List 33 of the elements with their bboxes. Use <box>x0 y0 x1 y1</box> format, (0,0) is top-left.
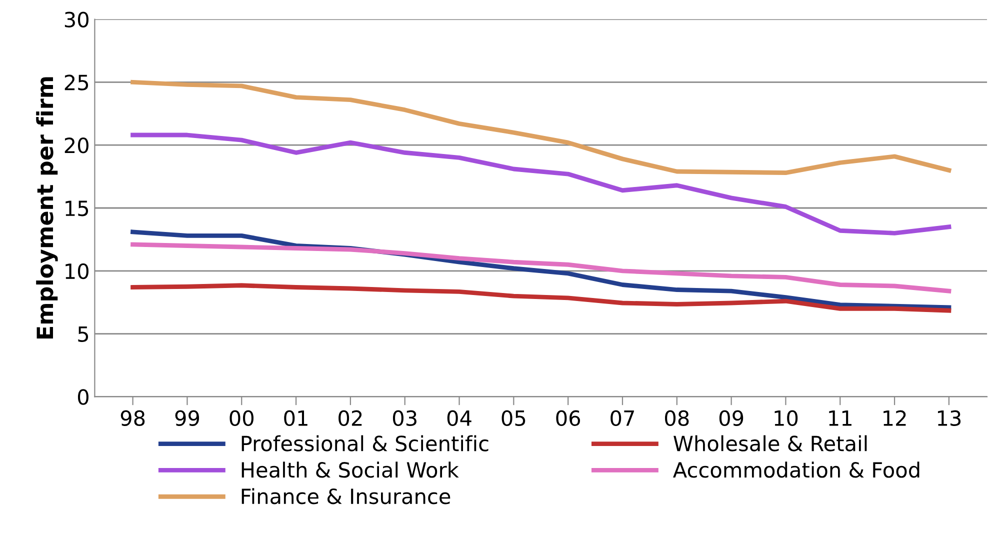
y-tick-label: 5 <box>78 326 88 342</box>
legend-label: Wholesale & Retail <box>674 435 867 452</box>
line-series <box>130 80 952 175</box>
x-tick-label: 09 <box>719 410 744 426</box>
x-tick-label: 13 <box>938 410 961 426</box>
legend-label: Health & Social Work <box>242 462 459 478</box>
x-tick-label: 98 <box>120 410 145 426</box>
y-axis-title: Employment per firm <box>36 77 58 339</box>
x-tick-label: 07 <box>610 410 634 426</box>
y-tick-label: 15 <box>66 200 88 216</box>
line-series <box>130 132 952 236</box>
x-tick-label: 01 <box>284 410 308 426</box>
legend-label: Professional & Scientific <box>242 435 488 452</box>
x-tick-label: 12 <box>884 410 906 426</box>
y-tick-label: 30 <box>64 12 88 28</box>
x-tick-label: 10 <box>774 410 798 426</box>
y-tick-label: 10 <box>66 263 88 280</box>
x-tick-label: 00 <box>230 410 254 426</box>
x-tick-label: 11 <box>829 410 852 426</box>
x-tick-label: 04 <box>447 410 472 426</box>
line-series <box>130 242 952 294</box>
x-tick-label: 06 <box>556 410 580 426</box>
legend-label: Accommodation & Food <box>673 462 920 478</box>
y-tick-label: 25 <box>64 74 88 90</box>
x-tick-label: 08 <box>665 410 689 426</box>
x-tick-label: 03 <box>392 410 416 426</box>
legend-label: Finance & Insurance <box>242 488 450 504</box>
y-tick-label: 0 <box>78 389 88 405</box>
line-series <box>130 283 952 313</box>
x-tick-label: 99 <box>175 410 199 426</box>
y-tick-label: 20 <box>64 138 88 154</box>
x-tick-label: 02 <box>338 410 362 426</box>
x-tick-label: 05 <box>502 410 526 426</box>
